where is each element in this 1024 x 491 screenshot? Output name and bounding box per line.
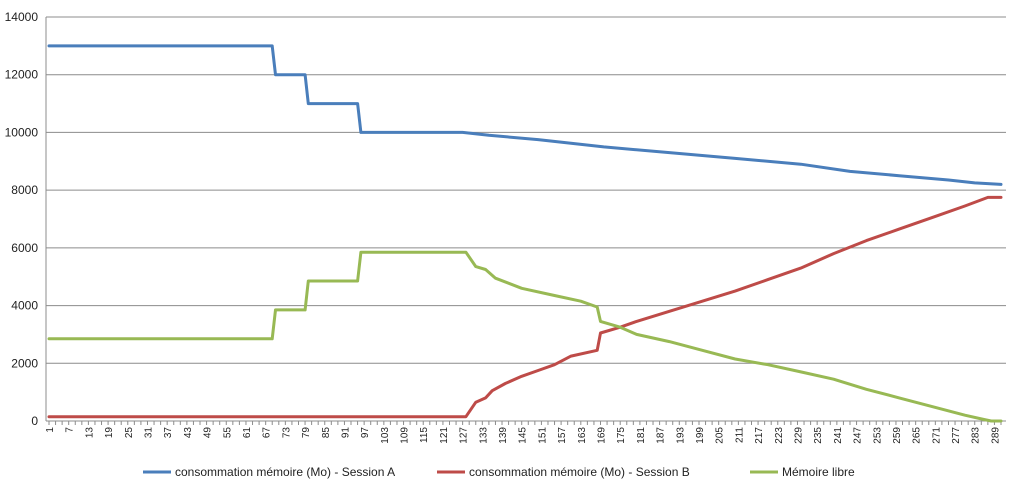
y-tick-label: 0 [31, 414, 38, 428]
x-tick-label: 145 [518, 427, 529, 444]
y-tick-label: 8000 [11, 183, 38, 197]
y-axis-tick-labels: 0 2000 4000 6000 8000 10000 12000 14000 [5, 10, 39, 428]
x-tick-label: 13 [84, 427, 95, 439]
y-tick-label: 12000 [5, 68, 39, 82]
legend-label-2: consommation mémoire (Mo) - Session B [469, 465, 690, 479]
x-tick-label: 253 [872, 427, 883, 444]
x-tick-label: 55 [222, 427, 233, 439]
x-tick-label: 67 [262, 427, 273, 439]
legend-label-1: consommation mémoire (Mo) - Session A [175, 465, 395, 479]
x-tick-label: 85 [321, 427, 332, 439]
x-tick-label: 151 [537, 427, 548, 444]
x-tick-label: 127 [459, 427, 470, 444]
x-tick-label: 103 [380, 427, 391, 444]
x-tick-label: 217 [754, 427, 765, 444]
x-tick-label: 91 [340, 427, 351, 439]
x-tick-label: 277 [951, 427, 962, 444]
x-tick-label: 229 [793, 427, 804, 444]
x-tick-label: 205 [715, 427, 726, 444]
x-tick-label: 181 [636, 427, 647, 444]
x-tick-label: 31 [143, 427, 154, 439]
x-tick-label: 7 [65, 427, 76, 433]
x-tick-label: 241 [833, 427, 844, 444]
y-tick-label: 14000 [5, 10, 39, 24]
legend: consommation mémoire (Mo) - Session A con… [143, 465, 855, 479]
axes [45, 17, 1006, 425]
x-tick-label: 283 [971, 427, 982, 444]
x-tick-label: 37 [163, 427, 174, 439]
y-tick-label: 2000 [11, 356, 38, 370]
x-tick-label: 247 [853, 427, 864, 444]
x-tick-label: 139 [498, 427, 509, 444]
y-tick-label: 10000 [5, 125, 39, 139]
x-tick-label: 43 [183, 427, 194, 439]
x-tick-label: 157 [557, 427, 568, 444]
y-tick-label: 6000 [11, 241, 38, 255]
x-tick-label: 175 [616, 427, 627, 444]
x-tick-label: 187 [656, 427, 667, 444]
x-tick-label: 289 [990, 427, 1001, 444]
x-tick-label: 115 [419, 427, 430, 443]
x-tick-label: 169 [597, 427, 608, 444]
legend-label-3: Mémoire libre [782, 465, 855, 479]
series-lines [47, 44, 1003, 423]
x-tick-label: 121 [439, 427, 450, 444]
x-tick-label: 211 [734, 427, 745, 443]
series-line-1 [47, 44, 1003, 186]
x-tick-label: 79 [301, 427, 312, 439]
series-line-2 [47, 195, 1003, 419]
x-tick-label: 271 [931, 427, 942, 444]
x-axis-tick-labels: 1 7 13 19 25 31 37 43 49 55 61 67 73 79 85 91 97 103 109 11… [45, 427, 1001, 444]
x-tick-label: 73 [281, 427, 292, 439]
x-tick-label: 1 [45, 427, 56, 433]
x-tick-label: 265 [912, 427, 923, 444]
y-tick-label: 4000 [11, 299, 38, 313]
x-tick-label: 25 [124, 427, 135, 439]
x-tick-label: 193 [675, 427, 686, 444]
x-tick-label: 109 [400, 427, 411, 444]
x-tick-label: 49 [203, 427, 214, 439]
x-tick-label: 199 [695, 427, 706, 444]
series-line-3 [47, 250, 1003, 423]
gridlines [46, 16, 1006, 364]
x-tick-label: 163 [577, 427, 588, 444]
x-tick-label: 97 [360, 427, 371, 439]
x-tick-label: 235 [813, 427, 824, 444]
x-tick-label: 19 [104, 427, 115, 439]
x-tick-label: 223 [774, 427, 785, 444]
x-tick-label: 61 [242, 427, 253, 439]
x-tick-label: 133 [478, 427, 489, 444]
x-tick-label: 259 [892, 427, 903, 444]
